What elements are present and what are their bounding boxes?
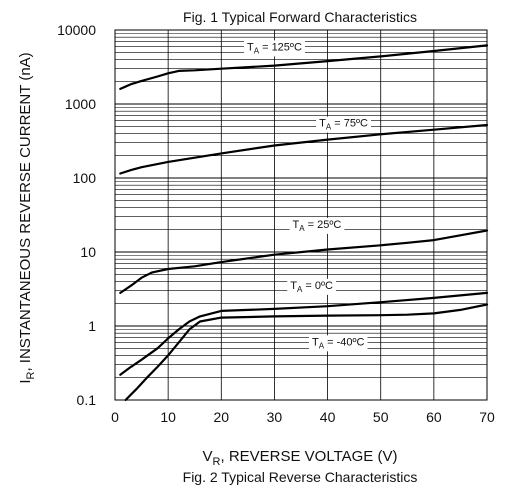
series-label: TA = 125ºC [247, 41, 302, 55]
series-line [119, 291, 489, 376]
x-tick-labels: 0 10 20 30 40 50 60 70 [111, 409, 495, 425]
series-label-background [308, 335, 368, 352]
series-line [119, 123, 489, 175]
x-tick-label: 70 [479, 409, 495, 425]
series-label: TA = 0ºC [290, 280, 333, 294]
series-group [119, 44, 489, 402]
x-tick-label: 60 [426, 409, 442, 425]
series-label-background [316, 116, 371, 133]
x-axis-label: VR, REVERSE VOLTAGE (V) [203, 448, 398, 468]
series-label-background [289, 217, 345, 234]
y-axis-label: IR, INSTANTANEOUS REVERSE CURRENT (nA) [17, 52, 37, 383]
y-tick-label: 1 [88, 318, 96, 334]
series-label-background [287, 278, 337, 295]
series-label: TA = 25ºC [293, 219, 342, 233]
series-label-background [243, 40, 305, 57]
y-tick-label: 1000 [65, 96, 96, 112]
series-label-group: TA = 125ºC TA = 75ºC TA = 25ºC TA = 0ºC TA =… [243, 40, 371, 352]
fig1-title: Fig. 1 Typical Forward Characteristics [183, 9, 417, 25]
x-tick-label: 30 [267, 409, 283, 425]
series-label: TA = 75ºC [319, 118, 368, 132]
series-line [119, 229, 489, 294]
y-tick-labels: 0.1 1 10 100 1000 10000 [57, 22, 96, 408]
x-tick-label: 10 [160, 409, 176, 425]
x-tick-label: 40 [320, 409, 336, 425]
x-tick-label: 20 [213, 409, 229, 425]
y-tick-label: 10 [80, 244, 96, 260]
series-label: TA = -40ºC [312, 336, 365, 350]
y-tick-label: 10000 [57, 22, 96, 38]
x-tick-label: 0 [111, 409, 119, 425]
y-tick-label: 100 [73, 170, 97, 186]
x-tick-label: 50 [373, 409, 389, 425]
series-line [124, 303, 489, 402]
plot-frame [114, 29, 488, 401]
y-tick-label: 0.1 [77, 392, 97, 408]
chart-title: Fig. 2 Typical Reverse Characteristics [183, 469, 418, 485]
series-line [119, 44, 489, 90]
